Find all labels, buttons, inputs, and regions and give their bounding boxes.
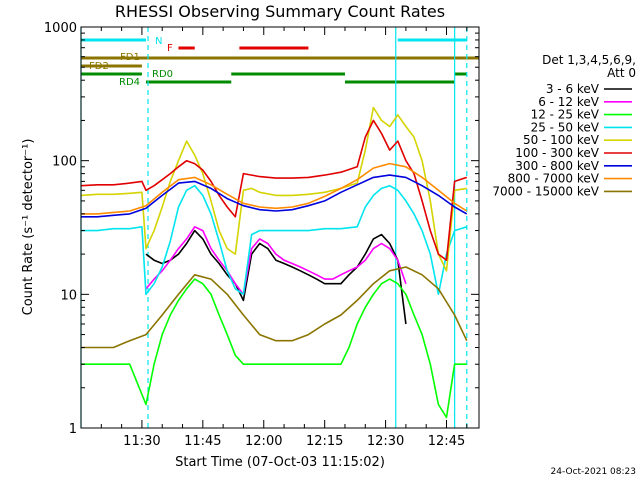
flag-label-fd1: FD1 <box>120 52 140 63</box>
x-tick-label: 11:30 <box>123 434 160 449</box>
series-line-4 <box>80 106 467 272</box>
y-tick-label: 1000 <box>44 21 77 36</box>
y-tick-label: 10 <box>60 288 77 303</box>
legend-label: 300 - 800 keV <box>515 159 599 173</box>
instrument-flags: NF FD1 FD2 RD0 RD4 <box>81 36 479 88</box>
x-tick-label: 11:45 <box>184 434 221 449</box>
plot-frame <box>80 26 480 429</box>
x-tick-label: 12:30 <box>367 434 404 449</box>
y-axis: 1 10 100 1000 <box>44 21 479 437</box>
legend-label: 7000 - 15000 keV <box>492 184 599 198</box>
legend-label: 100 - 300 keV <box>515 146 599 160</box>
legend-label: 800 - 7000 keV <box>508 172 600 186</box>
legend-label: 6 - 12 keV <box>538 95 600 109</box>
series-line-2 <box>81 278 467 419</box>
legend-label: 50 - 100 keV <box>523 133 600 147</box>
flag-label-f: F <box>167 43 173 54</box>
y-axis-label: Count Rate (s⁻¹ detector⁻¹) <box>21 139 36 316</box>
timestamp: 24-Oct-2021 08:23 <box>551 467 636 477</box>
flag-label-rd0: RD0 <box>152 69 173 80</box>
legend-label: 3 - 6 keV <box>546 82 600 96</box>
x-tick-label: 12:15 <box>306 434 343 449</box>
series-line-5 <box>80 119 468 262</box>
legend-header: Det 1,3,4,5,6,9, <box>542 53 636 67</box>
y-tick-label: 100 <box>52 155 77 170</box>
x-axis: 11:30 11:45 12:00 12:15 12:30 12:45 <box>100 27 468 449</box>
legend-label: 25 - 50 keV <box>531 120 600 134</box>
x-tick-label: 12:00 <box>245 434 282 449</box>
series-line-3 <box>81 184 468 296</box>
flag-label-n: N <box>155 36 162 47</box>
x-tick-label: 12:45 <box>428 434 465 449</box>
series-line-1 <box>145 226 407 296</box>
legend-header: Att 0 <box>607 66 636 80</box>
legend-label: 12 - 25 keV <box>531 108 600 122</box>
chart-title: RHESSI Observing Summary Count Rates <box>115 2 445 21</box>
series-line-0 <box>145 229 407 325</box>
x-axis-label: Start Time (07-Oct-03 11:15:02) <box>175 455 385 470</box>
series-line-7 <box>81 162 468 215</box>
flag-label-fd2: FD2 <box>89 61 109 72</box>
series-line-6 <box>81 174 468 218</box>
flag-label-rd4: RD4 <box>119 77 140 88</box>
y-tick-label: 1 <box>69 422 77 437</box>
series-group <box>80 106 468 419</box>
series-line-8 <box>81 266 468 349</box>
